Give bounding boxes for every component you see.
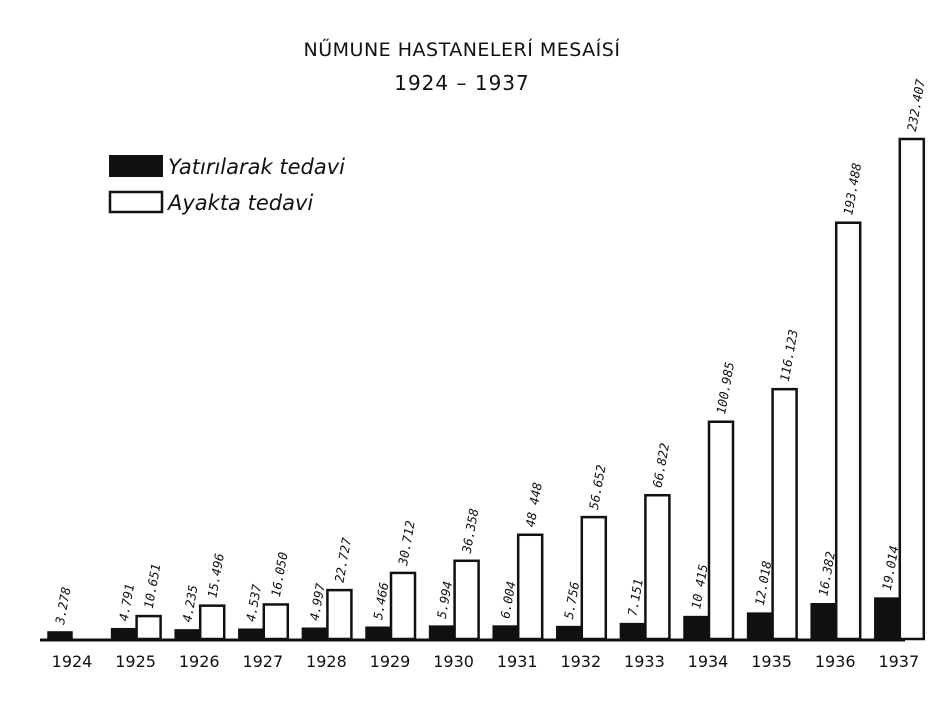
data-label-outpatient-1932: 56.652 [586, 464, 609, 511]
bar-inpatient-1935 [746, 612, 773, 640]
bar-outpatient-1937 [898, 137, 926, 641]
x-tick-labels: 1924 1925 1926 1927 1928 1929 1930 1931 1932 1933… [52, 652, 920, 671]
bar-outpatient-1925 [135, 614, 162, 641]
data-label-outpatient-1930: 36.358 [459, 507, 482, 555]
data-label-outpatient-1929: 30.712 [395, 519, 418, 567]
bar-inpatient-1929 [365, 626, 391, 640]
bar-inpatient-1926 [174, 629, 200, 640]
legend-swatch-inpatient [109, 155, 163, 177]
x-tick-label-1935: 1935 [751, 652, 792, 671]
data-label-outpatient-1928: 22.727 [332, 536, 355, 584]
x-tick-label-1924: 1924 [52, 652, 93, 671]
bar-outpatient-1934 [707, 420, 735, 641]
bar-outpatient-1929 [389, 571, 417, 641]
bar-outpatient-1926 [198, 604, 226, 641]
chart-title: NŰMUNE HASTANELERÍ MESAÍSÍ [304, 37, 621, 61]
data-label-outpatient-1926: 15.496 [204, 552, 227, 599]
data-label-inpatient-1924: 3.278 [52, 586, 73, 627]
legend-swatch-outpatient [108, 190, 164, 214]
bar-outpatient-1933 [644, 493, 671, 641]
bar-inpatient-1936 [810, 603, 836, 640]
x-tick-label-1937: 1937 [878, 652, 919, 671]
x-tick-label-1926: 1926 [179, 652, 220, 671]
data-label-inpatient-1935: 12.018 [752, 560, 775, 607]
x-tick-label-1927: 1927 [242, 652, 283, 671]
data-label-outpatient-1927: 16.050 [268, 551, 291, 598]
data-label-inpatient-1927: 4.537 [243, 583, 264, 623]
data-label-outpatient-1936: 193.488 [840, 162, 864, 216]
bar-outpatient-1932 [580, 515, 608, 641]
x-tick-label-1925: 1925 [115, 652, 156, 671]
data-label-inpatient-1925: 4.791 [116, 583, 137, 623]
bar-inpatient-1931 [492, 625, 518, 640]
data-label-inpatient-1930: 5.994 [434, 580, 455, 620]
data-label-inpatient-1928: 4.997 [307, 582, 328, 622]
data-label-outpatient-1931: 48 448 [522, 481, 545, 528]
data-label-inpatient-1936: 16.382 [815, 550, 838, 597]
data-label-inpatient-1934: 10 415 [688, 563, 711, 610]
x-tick-label-1930: 1930 [433, 652, 474, 671]
x-tick-label-1936: 1936 [815, 652, 856, 671]
data-label-inpatient-1933: 7.151 [625, 577, 646, 617]
bar-inpatient-1933 [619, 622, 646, 640]
data-label-inpatient-1931: 6.004 [497, 580, 518, 620]
legend-label-inpatient: Yatırılarak tedavi [168, 155, 345, 179]
legend-label-outpatient: Ayakta tedavi [166, 191, 313, 215]
x-tick-label-1933: 1933 [624, 652, 665, 671]
data-label-outpatient-1934: 100.985 [713, 361, 737, 415]
bar-outpatient-1935 [771, 387, 798, 641]
bar-inpatient-1934 [683, 615, 709, 640]
x-tick-label-1928: 1928 [306, 652, 347, 671]
bar-inpatient-1928 [301, 627, 328, 640]
bar-inpatient-1927 [238, 628, 264, 640]
data-label-inpatient-1932: 5.756 [561, 580, 582, 620]
bar-inpatient-1937 [874, 597, 900, 640]
legend: Yatırılarak tedavi Ayakta tedavi [108, 155, 345, 215]
chart-subtitle: 1924 – 1937 [394, 71, 530, 95]
data-label-outpatient-1937: 232.407 [904, 78, 928, 133]
bar-outpatient-1931 [516, 533, 544, 641]
bar-outpatient-1930 [453, 559, 480, 641]
bar-outpatient-1928 [326, 588, 353, 641]
data-label-inpatient-1926: 4.235 [179, 584, 200, 624]
bar-inpatient-1930 [428, 625, 455, 640]
data-label-outpatient-1933: 66.822 [650, 442, 673, 489]
x-tick-label-1931: 1931 [497, 652, 538, 671]
bar-inpatient-1924 [47, 631, 73, 640]
data-label-outpatient-1925: 10.651 [141, 563, 164, 610]
x-tick-label-1932: 1932 [560, 652, 601, 671]
bar-outpatient-1936 [834, 221, 862, 641]
bar-inpatient-1932 [556, 625, 582, 640]
x-tick-label-1934: 1934 [688, 652, 729, 671]
bar-inpatient-1925 [110, 627, 137, 640]
data-label-inpatient-1937: 19.014 [879, 545, 902, 592]
data-label-inpatient-1929: 5.466 [370, 581, 391, 621]
bars [47, 137, 926, 641]
data-label-outpatient-1935: 116.123 [777, 328, 801, 382]
x-tick-label-1929: 1929 [370, 652, 411, 671]
bar-outpatient-1927 [262, 603, 290, 641]
